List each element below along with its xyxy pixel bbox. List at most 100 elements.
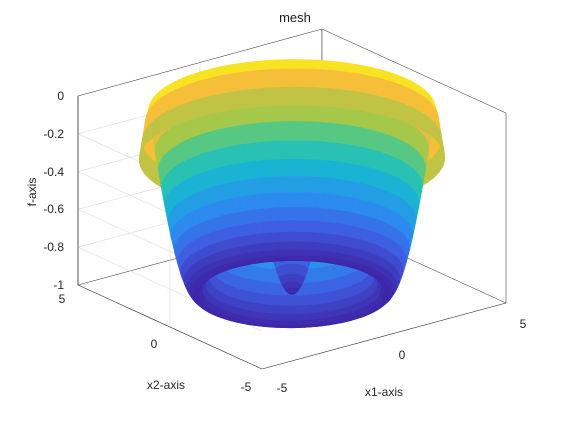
surface-patch (285, 313, 292, 321)
surface-patch (306, 231, 316, 243)
surface-patch (290, 324, 298, 328)
surface-patch (285, 240, 294, 250)
surface-patch (302, 86, 314, 106)
surface-patch (339, 70, 351, 92)
surface-patch (285, 248, 294, 256)
surface-patch (284, 158, 294, 177)
surface-patch (298, 254, 307, 260)
surface-patch (272, 319, 280, 326)
surface-patch (329, 208, 339, 224)
surface-patch (234, 89, 246, 110)
surface-patch (308, 175, 318, 194)
surface-patch (290, 305, 298, 315)
surface-patch (331, 177, 341, 196)
surface-patch (253, 193, 263, 210)
surface-patch (308, 192, 317, 208)
surface-patch (308, 158, 319, 178)
surface-patch (277, 206, 286, 221)
surface-patch (292, 175, 302, 193)
surface-patch (323, 176, 334, 195)
surface-patch (259, 159, 270, 178)
surface-patch (292, 281, 294, 289)
surface-patch (279, 313, 287, 321)
surface-patch (300, 206, 309, 221)
surface-patch (307, 304, 314, 314)
surface-patch (348, 72, 360, 93)
surface-patch (275, 139, 286, 160)
surface-patch (290, 313, 298, 321)
surface-patch (324, 159, 335, 179)
surface-patch (306, 241, 315, 251)
y-tick-label: 0 (151, 337, 158, 351)
surface-patch (254, 208, 264, 223)
surface-patch (302, 68, 314, 88)
surface-patch (285, 219, 294, 232)
surface-patch (342, 123, 353, 145)
surface-patch (254, 60, 266, 72)
surface-patch (333, 142, 344, 163)
surface-patch (262, 207, 271, 222)
surface-patch (296, 319, 304, 326)
surface-patch (284, 191, 294, 208)
surface-patch (269, 192, 278, 209)
surface-patch (252, 177, 263, 195)
surface-patch (257, 242, 267, 252)
surface-patch (260, 176, 270, 195)
surface-patch (273, 59, 285, 70)
surface-patch (261, 192, 271, 209)
surface-patch (243, 160, 254, 180)
surface-patch (326, 242, 335, 253)
surface-patch (350, 90, 362, 111)
surface-patch (284, 175, 294, 193)
surface-patch (233, 124, 244, 146)
surface-patch (243, 88, 255, 109)
surface-patch (318, 249, 327, 258)
surface-patch (245, 61, 257, 73)
surface-patch (325, 141, 336, 162)
x-tick-label: -5 (277, 381, 288, 395)
surface-patch (284, 120, 294, 141)
surface-patch (253, 87, 265, 108)
surface-patch (267, 140, 277, 160)
surface-patch (321, 220, 331, 234)
surface-plot (138, 59, 446, 329)
surface-patch (247, 208, 257, 224)
z-tick-label: -0.8 (43, 240, 64, 254)
surface-patch (322, 87, 334, 108)
surface-patch (305, 248, 314, 256)
surface-patch (316, 158, 327, 178)
surface-patch (313, 241, 322, 251)
surface-patch (225, 91, 237, 112)
surface-patch (278, 231, 287, 242)
surface-patch (309, 140, 319, 160)
surface-patch (322, 207, 332, 223)
surface-patch (272, 86, 284, 107)
surface-patch (312, 249, 321, 257)
surface-patch (285, 294, 292, 306)
surface-patch (302, 59, 313, 70)
surface-patch (272, 249, 280, 257)
surface-patch (301, 120, 311, 141)
surface-patch (274, 294, 282, 306)
surface-patch (292, 240, 301, 250)
surface-patch (278, 248, 287, 256)
surface-patch (267, 158, 278, 178)
surface-patch (283, 68, 294, 88)
z-tick-label: -1 (53, 278, 64, 292)
surface-patch (292, 139, 302, 160)
surface-patch (279, 304, 287, 315)
surface-patch (277, 219, 286, 233)
surface-patch (244, 70, 256, 91)
surface-patch (246, 194, 256, 211)
surface-patch (241, 123, 252, 145)
surface-patch (248, 221, 258, 236)
surface-patch (328, 221, 338, 235)
surface-patch (284, 320, 292, 326)
x-tick-label: 5 (520, 317, 527, 331)
surface-patch (284, 206, 294, 221)
surface-patch (285, 305, 292, 315)
surface-patch (305, 254, 314, 260)
surface-patch (292, 231, 301, 242)
surface-patch (292, 120, 303, 141)
surface-patch (292, 191, 302, 208)
